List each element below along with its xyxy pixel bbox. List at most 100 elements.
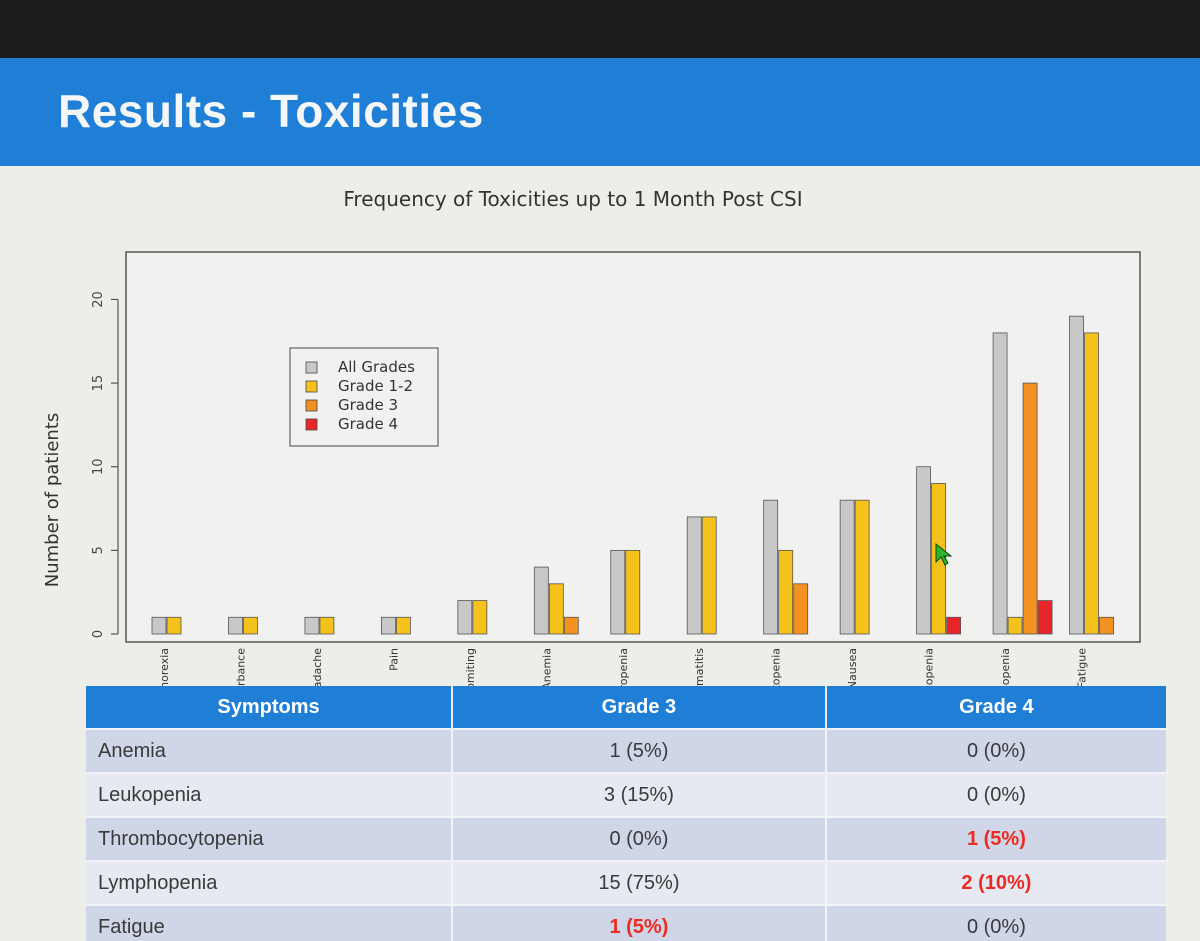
x-tick-label: Headache: [311, 648, 324, 686]
grade3-cell: 3 (15%): [452, 772, 827, 817]
table-row: Thrombocytopenia 0 (0%) 1 (5%): [86, 816, 1166, 861]
x-tick-label: Thrombocytopenia: [923, 648, 936, 686]
bar-group: [686, 516, 717, 635]
bar: [533, 566, 549, 635]
chart-title: Frequency of Toxicities up to 1 Month Po…: [343, 187, 802, 211]
symptom-cell: Leukopenia: [86, 772, 453, 817]
bar: [686, 516, 702, 635]
bar: [472, 600, 488, 635]
bar: [1069, 315, 1084, 635]
bar: [166, 616, 182, 635]
table-row: Leukopenia 3 (15%) 0 (0%): [86, 772, 1166, 817]
x-axis-labels: Anorexia Gait disturbance Headache Pain Vomi…: [158, 648, 1089, 686]
title-bar: Results - Toxicities: [0, 58, 1200, 166]
bar: [1084, 332, 1099, 635]
bar: [151, 616, 167, 635]
bar: [228, 616, 243, 635]
slide-title: Results - Toxicities: [58, 85, 484, 137]
x-tick-label: Lymphopenia: [999, 648, 1012, 686]
bar-group: [839, 499, 870, 635]
bar: [1007, 616, 1023, 635]
bar: [380, 616, 396, 635]
symptom-cell: Fatigue: [86, 904, 453, 941]
bar: [992, 332, 1008, 635]
bar: [563, 616, 579, 635]
x-tick-label: Anorexia: [158, 648, 171, 686]
legend-swatch: [305, 380, 318, 393]
grade4-cell-highlight: 1 (5%): [825, 816, 1166, 861]
bar-group: [610, 549, 641, 635]
bar: [304, 616, 320, 635]
table-row: Fatigue 1 (5%) 0 (0%): [86, 904, 1166, 941]
bar: [778, 549, 794, 635]
grade3-cell: 15 (75%): [452, 860, 827, 905]
x-tick-label: Fatigue: [1076, 648, 1089, 686]
bar: [1022, 382, 1038, 635]
table-row: Anemia 1 (5%) 0 (0%): [86, 728, 1166, 773]
grade3-cell: 1 (5%): [452, 728, 827, 773]
legend-swatch: [305, 399, 318, 412]
legend-swatch: [305, 418, 318, 431]
y-tick-label: 5: [91, 546, 106, 554]
legend-label: Grade 3: [338, 396, 398, 414]
bar-group: [763, 499, 809, 635]
bar-group: [992, 332, 1053, 635]
header-symptoms: Symptoms: [86, 686, 453, 729]
bar-group: [457, 600, 488, 635]
y-tick-label: 20: [91, 291, 106, 308]
x-tick-label: Nausea: [846, 648, 859, 686]
y-tick-label: 15: [91, 375, 106, 392]
bar: [854, 499, 870, 635]
slide: Results - Toxicities Frequency of Toxici…: [0, 58, 1200, 941]
bar-group: [151, 616, 182, 635]
header-grade3: Grade 3: [452, 686, 827, 729]
bar: [763, 499, 779, 635]
bar: [457, 600, 473, 635]
bar: [610, 549, 626, 635]
toxicity-table: Symptoms Grade 3 Grade 4 Anemia 1 (5%) 0…: [86, 686, 1166, 941]
table-header-row: Symptoms Grade 3 Grade 4: [86, 686, 1166, 729]
symptom-cell: Anemia: [86, 728, 453, 773]
bar: [625, 549, 641, 635]
x-tick-label: Leukopenia: [770, 648, 783, 686]
bar-group: [228, 616, 258, 635]
grade4-cell-highlight: 2 (10%): [825, 860, 1166, 905]
bar: [839, 499, 855, 635]
grade4-cell: 0 (0%): [825, 904, 1166, 941]
toxicity-bar-chart: Frequency of Toxicities up to 1 Month Po…: [42, 187, 1141, 686]
bar-group: [380, 616, 411, 635]
header-grade4: Grade 4: [825, 686, 1166, 729]
bar: [793, 583, 809, 635]
symptom-cell: Lymphopenia: [86, 860, 453, 905]
x-tick-label: Neutropenia: [617, 648, 630, 686]
bars: [151, 315, 1114, 635]
bar-group: [304, 616, 335, 635]
bar-group: [1069, 315, 1114, 635]
grade3-cell-highlight: 1 (5%): [452, 904, 827, 941]
bar-group: [533, 566, 579, 635]
table-row: Lymphopenia 15 (75%) 2 (10%): [86, 860, 1166, 905]
bar: [946, 616, 962, 635]
bar: [701, 516, 717, 635]
y-axis: 0 5 10 15 20: [91, 291, 119, 638]
bar: [1099, 616, 1114, 635]
y-tick-label: 10: [91, 458, 106, 475]
x-tick-label: Radiation dermatitis: [693, 648, 706, 686]
x-tick-label: Pain: [387, 648, 400, 671]
y-tick-label: 0: [91, 630, 106, 638]
x-tick-label: Anemia: [540, 648, 553, 686]
x-tick-label: Vomiting: [464, 648, 477, 686]
legend-label: Grade 4: [338, 415, 398, 433]
bar: [243, 616, 258, 635]
bar: [548, 583, 564, 635]
legend-label: Grade 1-2: [338, 377, 413, 395]
mouse-cursor-icon: [935, 542, 953, 566]
bar: [395, 616, 411, 635]
symptom-cell: Thrombocytopenia: [86, 816, 453, 861]
grade3-cell: 0 (0%): [452, 816, 827, 861]
x-tick-label: Gait disturbance: [234, 648, 247, 686]
legend-label: All Grades: [338, 358, 415, 376]
grade4-cell: 0 (0%): [825, 772, 1166, 817]
bar: [916, 466, 932, 635]
